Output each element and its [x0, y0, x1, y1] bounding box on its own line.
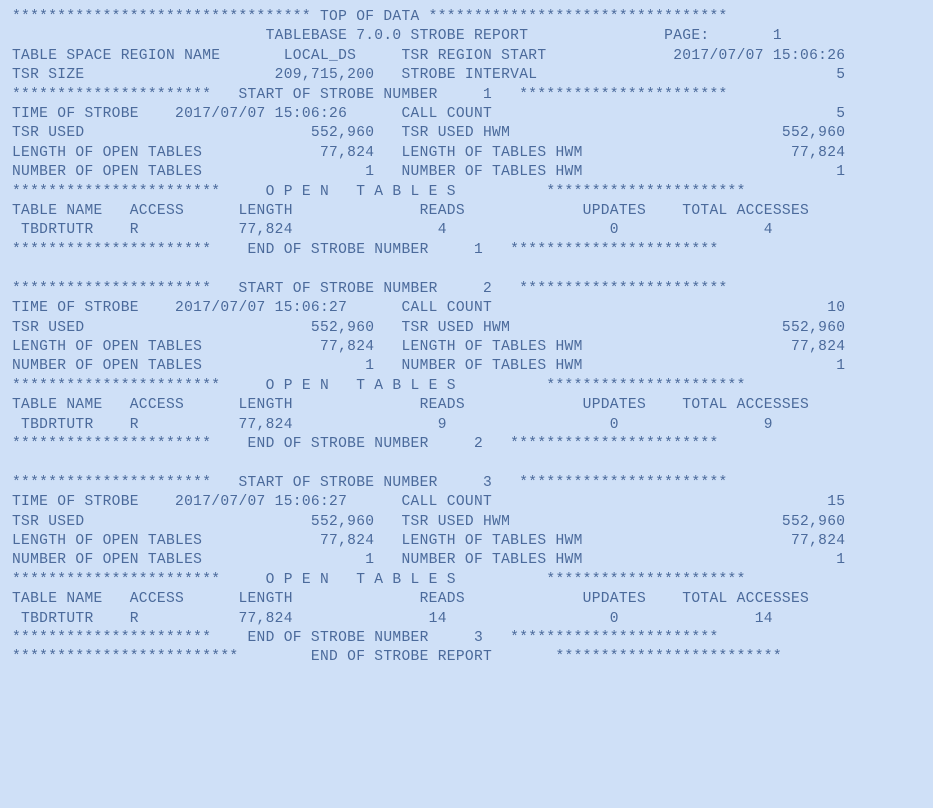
terminal-output: ********************************* TOP OF… — [0, 0, 933, 676]
